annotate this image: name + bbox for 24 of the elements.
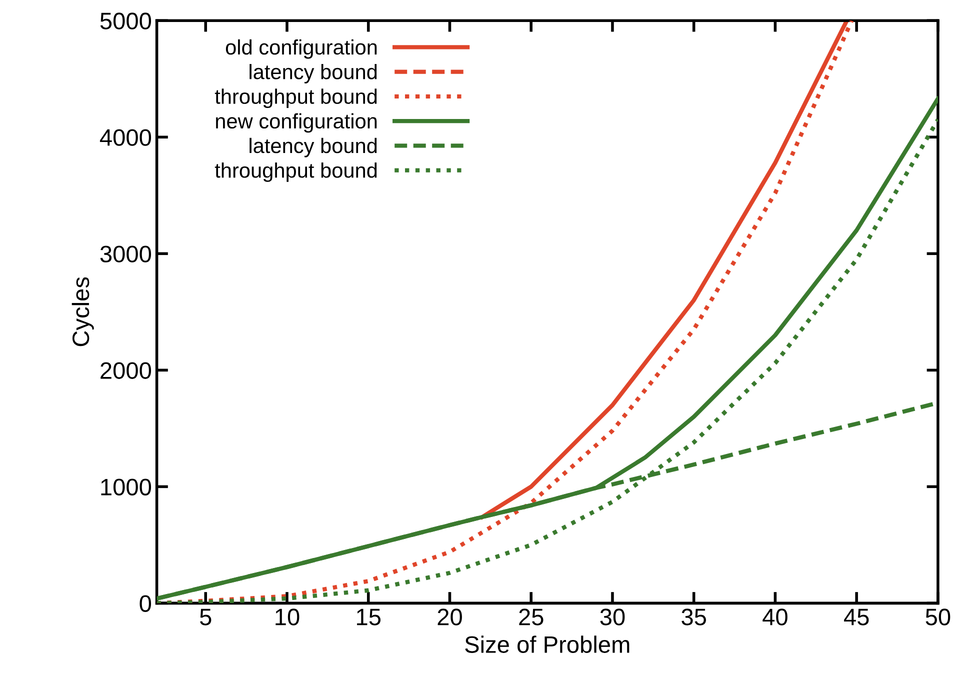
x-tick-label: 30 [600,608,625,626]
y-tick-label: 1000 [101,478,152,496]
x-tick-label: 35 [682,608,706,626]
x-tick-label: 25 [519,608,544,626]
x-tick-label: 45 [844,608,869,626]
x-tick-label: 5 [200,608,212,626]
y-tick-label: 0 [140,595,152,612]
x-tick-label: 20 [438,608,462,626]
x-axis-title: Size of Problem [465,636,630,653]
y-tick-label: 3000 [100,246,152,262]
x-tick-label: 50 [926,608,950,626]
legend-label: latency bound [250,64,377,84]
x-tick-label: 10 [276,608,300,626]
x-tick-label: 15 [357,608,381,626]
legend-label: throughput bound [214,88,377,108]
legend-label: throughput bound [214,162,377,182]
legend-label: latency bound [250,138,377,158]
y-axis-title: Cycles [72,277,94,346]
y-tick-label: 2000 [100,362,152,379]
y-tick-label: 4000 [100,129,152,146]
y-tick-label: 5000 [100,12,152,30]
x-tick-label: 40 [762,608,788,626]
legend-label: old configuration [226,39,377,59]
legend-label: new configuration [216,113,377,133]
